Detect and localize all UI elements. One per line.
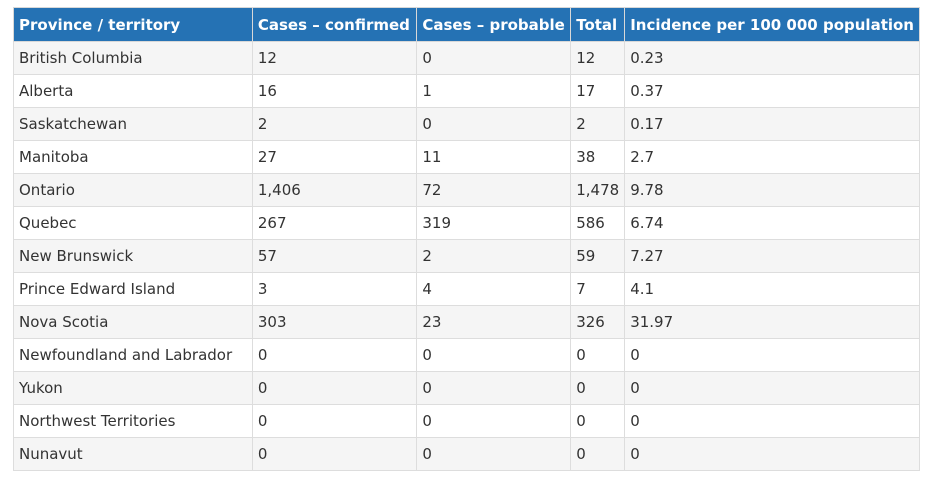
column-header: Incidence per 100 000 population [624, 7, 920, 42]
table-cell: 2.7 [624, 140, 920, 174]
table-cell: 38 [570, 140, 626, 174]
table-cell: 1,478 [570, 173, 626, 207]
table-row: Nunavut 0 0 0 0 [13, 437, 920, 471]
table-cell: 7 [570, 272, 626, 306]
table-cell: 0 [251, 338, 418, 372]
table-cell: Quebec [13, 206, 253, 240]
table-cell: 0 [624, 437, 920, 471]
column-header: Cases – probable [416, 7, 572, 42]
table-row: Northwest Territories 0 0 0 0 [13, 404, 920, 438]
table-cell: 267 [251, 206, 418, 240]
table-cell: 0 [570, 437, 626, 471]
table-cell: Alberta [13, 74, 253, 108]
table-cell: 0.23 [624, 41, 920, 75]
table-cell: 0 [416, 338, 572, 372]
table-row: Ontario 1,406 72 1,478 9.78 [13, 173, 920, 207]
table-cell: 0 [570, 338, 626, 372]
table-cell: 17 [570, 74, 626, 108]
table-row: Prince Edward Island 3 4 7 4.1 [13, 272, 920, 306]
table-cell: Manitoba [13, 140, 253, 174]
table-cell: 0 [624, 371, 920, 405]
table-cell: Nunavut [13, 437, 253, 471]
table-cell: 72 [416, 173, 572, 207]
table-cell: 0.37 [624, 74, 920, 108]
table-cell: 1 [416, 74, 572, 108]
table-cell: 16 [251, 74, 418, 108]
table-row: Yukon 0 0 0 0 [13, 371, 920, 405]
table-cell: 0 [624, 338, 920, 372]
column-header: Province / territory [13, 7, 253, 42]
table-cell: 0 [416, 404, 572, 438]
table-row: Manitoba 27 11 38 2.7 [13, 140, 920, 174]
table-cell: 0 [251, 404, 418, 438]
table-cell: 319 [416, 206, 572, 240]
table-cell: 6.74 [624, 206, 920, 240]
table-cell: 31.97 [624, 305, 920, 339]
table-cell: 0 [251, 371, 418, 405]
table-cell: 11 [416, 140, 572, 174]
table-row: Quebec 267 319 586 6.74 [13, 206, 920, 240]
table-cell: Saskatchewan [13, 107, 253, 141]
table-cell: 0 [416, 41, 572, 75]
table-cell: 57 [251, 239, 418, 273]
table-cell: 27 [251, 140, 418, 174]
table-cell: British Columbia [13, 41, 253, 75]
header-row: Province / territory Cases – confirmed Cas… [13, 7, 920, 42]
table-cell: 2 [251, 107, 418, 141]
table-cell: 4 [416, 272, 572, 306]
column-header: Cases – confirmed [251, 7, 418, 42]
table-row: Newfoundland and Labrador 0 0 0 0 [13, 338, 920, 372]
table-cell: 12 [570, 41, 626, 75]
table-cell: 326 [570, 305, 626, 339]
table-cell: 4.1 [624, 272, 920, 306]
column-header: Total [570, 7, 626, 42]
table-row: British Columbia 12 0 12 0.23 [13, 41, 920, 75]
table-cell: 0 [624, 404, 920, 438]
table-cell: Prince Edward Island [13, 272, 253, 306]
table-cell: Nova Scotia [13, 305, 253, 339]
table-cell: 7.27 [624, 239, 920, 273]
table-row: Alberta 16 1 17 0.37 [13, 74, 920, 108]
table-row: New Brunswick 57 2 59 7.27 [13, 239, 920, 273]
table-cell: 1,406 [251, 173, 418, 207]
table-cell: 0 [570, 371, 626, 405]
cases-table: Province / territory Cases – confirmed Cas… [13, 7, 920, 471]
table-cell: 0 [416, 371, 572, 405]
table-row: Nova Scotia 303 23 326 31.97 [13, 305, 920, 339]
table-cell: 59 [570, 239, 626, 273]
table-cell: 0.17 [624, 107, 920, 141]
table-cell: 0 [251, 437, 418, 471]
table-cell: 586 [570, 206, 626, 240]
table-cell: 3 [251, 272, 418, 306]
table-cell: Newfoundland and Labrador [13, 338, 253, 372]
table-cell: 0 [416, 437, 572, 471]
table-cell: 0 [570, 404, 626, 438]
table-cell: 2 [570, 107, 626, 141]
table-cell: 303 [251, 305, 418, 339]
table-cell: Northwest Territories [13, 404, 253, 438]
table-cell: 9.78 [624, 173, 920, 207]
table-cell: 2 [416, 239, 572, 273]
table-cell: New Brunswick [13, 239, 253, 273]
table-cell: Yukon [13, 371, 253, 405]
table-cell: 0 [416, 107, 572, 141]
table-cell: 23 [416, 305, 572, 339]
table-cell: Ontario [13, 173, 253, 207]
table-row: Saskatchewan 2 0 2 0.17 [13, 107, 920, 141]
table-cell: 12 [251, 41, 418, 75]
